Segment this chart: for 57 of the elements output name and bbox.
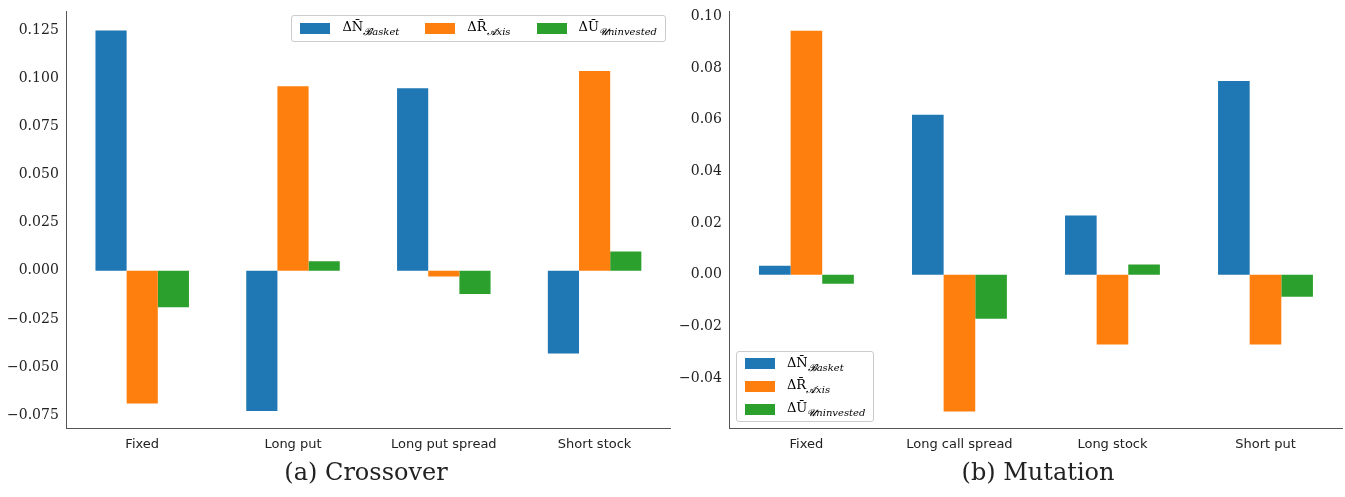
x-tick-label: Long put: [264, 435, 322, 451]
bar: [277, 86, 309, 271]
y-tick-label: 0.025: [18, 213, 59, 230]
legend-label: ΔŪ$_{𝓤ninvested}$: [578, 19, 657, 38]
y-tick-label: −0.025: [7, 309, 59, 326]
bar: [1218, 81, 1250, 275]
bar: [1281, 274, 1313, 297]
legend-label: ΔN̄$_{𝓑asket}$: [786, 354, 844, 374]
y-tick-label: 0.08: [690, 58, 722, 75]
bar: [758, 265, 791, 275]
bar: [912, 114, 944, 275]
x-tick-label: Short stock: [557, 435, 632, 451]
y-tick-label: 0.000: [18, 261, 59, 278]
bar: [822, 274, 854, 284]
bar: [579, 70, 611, 271]
y-tick-label: −0.04: [679, 368, 722, 385]
y-tick-label: −0.02: [679, 317, 722, 334]
bar: [547, 270, 580, 354]
y-tick-label: 0.050: [18, 165, 59, 182]
x-tick-label: Long stock: [1077, 435, 1148, 451]
legend-label: ΔN̄$_{𝓑asket}$: [342, 19, 400, 38]
bar: [246, 270, 278, 412]
bar: [610, 251, 642, 271]
bar: [95, 30, 127, 271]
y-tick-label: 0.10: [690, 7, 722, 24]
bar: [459, 270, 491, 294]
bar: [397, 88, 429, 271]
bar: [157, 270, 189, 308]
bar: [975, 274, 1007, 319]
legend-label: ΔŪ$_{𝓤ninvested}$: [786, 399, 866, 419]
y-tick-label: 0.04: [690, 162, 722, 179]
text: (b) Mutation: [960, 458, 1116, 486]
bar: [428, 270, 460, 277]
bar: [1096, 274, 1129, 345]
y-tick-label: −0.050: [7, 357, 59, 374]
legend-label: ΔR̄$_{𝓐xis}$: [467, 19, 511, 38]
y-tick-label: 0.00: [690, 265, 722, 282]
x-tick-label: Short put: [1235, 435, 1296, 451]
x-tick-label: Long put spread: [390, 435, 497, 451]
y-tick-label: −0.075: [7, 405, 59, 422]
legend-label: ΔR̄$_{𝓐xis}$: [786, 377, 831, 396]
bar: [1128, 264, 1160, 275]
x-tick-label: Fixed: [125, 435, 160, 451]
bar: [1065, 215, 1097, 275]
bar: [790, 30, 823, 275]
y-tick-label: 0.125: [18, 21, 59, 38]
y-tick-label: 0.100: [18, 69, 59, 86]
y-tick-label: 0.06: [690, 110, 722, 127]
y-tick-label: 0.075: [18, 117, 59, 134]
x-tick-label: Long call spread: [906, 435, 1013, 451]
x-tick-label: Fixed: [789, 435, 824, 451]
y-tick-label: 0.02: [690, 213, 722, 230]
bar: [1249, 274, 1282, 345]
bar: [943, 274, 976, 412]
bar: [126, 270, 158, 404]
text: (a) Crossover: [283, 458, 449, 486]
bar: [308, 261, 340, 271]
